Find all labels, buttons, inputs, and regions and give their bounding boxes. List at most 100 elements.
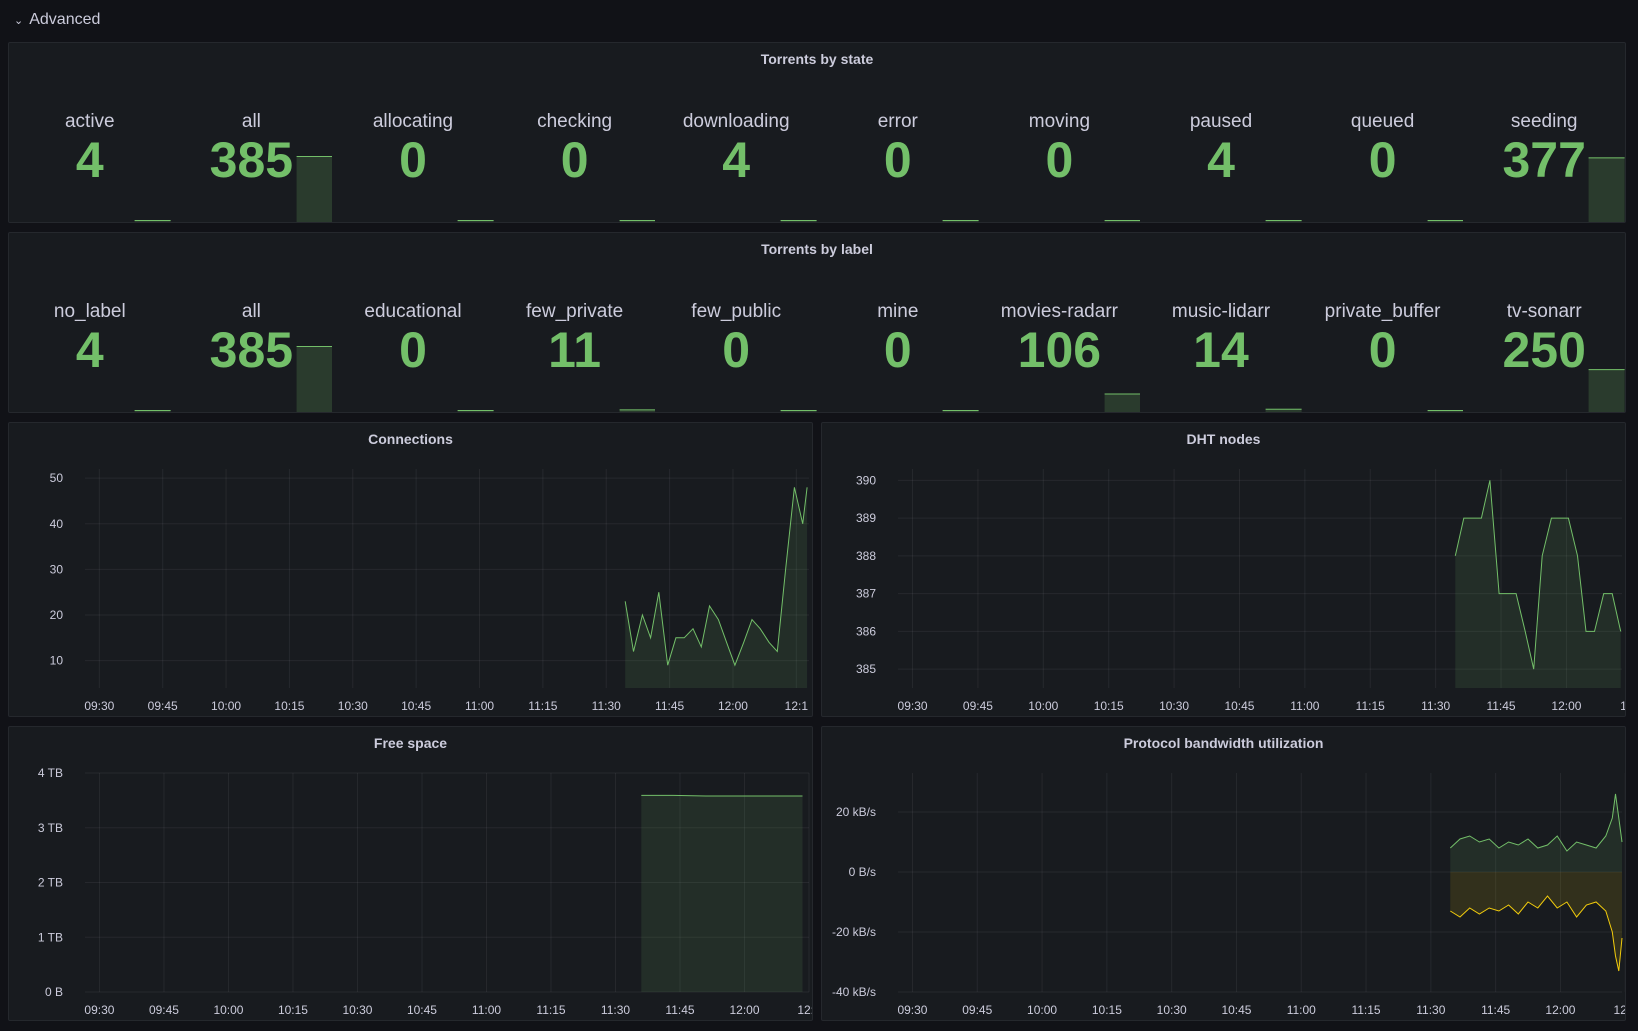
stat-allocating[interactable]: allocating 0: [332, 43, 494, 222]
stat-moving[interactable]: moving 0: [979, 43, 1141, 222]
stat-label: few_public: [691, 301, 782, 322]
sparkline-fill: [619, 409, 656, 412]
stat-label: moving: [1028, 111, 1091, 132]
stat-active[interactable]: active 4: [9, 43, 171, 222]
stat-value: 0: [883, 132, 912, 188]
stat-educational[interactable]: educational 0: [332, 233, 494, 412]
stat-tv-sonarr[interactable]: tv-sonarr 250: [1463, 233, 1625, 412]
stat-music-lidarr[interactable]: music-lidarr 14: [1140, 233, 1302, 412]
stat-label: tv-sonarr: [1506, 301, 1582, 322]
stat-queued[interactable]: queued 0: [1302, 43, 1464, 222]
stat-mine[interactable]: mine 0: [817, 233, 979, 412]
x-tick-label: 11:00: [465, 699, 494, 713]
x-tick-label: 10:30: [1157, 1003, 1187, 1017]
stat-label: active: [64, 111, 115, 132]
stat-sparkline: [780, 220, 817, 222]
stat-label: mine: [877, 301, 919, 322]
stat-label: no_label: [53, 301, 126, 322]
stat-value: 385: [209, 322, 294, 378]
stat-value: 0: [1368, 132, 1397, 188]
stat-sparkline: [457, 220, 494, 222]
x-tick-label: 11:45: [655, 699, 684, 713]
stat-sparkline: [1427, 220, 1464, 222]
connections-chart[interactable]: 09:30 09:45 10:00 10:15 10:30 10:45 11:00 11:15…: [9, 423, 813, 717]
stat-sparkline: [1104, 220, 1141, 222]
stat-movies-radarr[interactable]: movies-radarr 106: [979, 233, 1141, 412]
stat-value: 385: [209, 132, 294, 188]
panel-title[interactable]: Protocol bandwidth utilization: [1123, 735, 1324, 751]
panel-title[interactable]: Torrents by state: [760, 51, 874, 67]
panel-title[interactable]: Torrents by label: [761, 241, 873, 257]
stat-checking[interactable]: checking 0: [494, 43, 656, 222]
stat-sparkline: [1104, 393, 1141, 412]
x-tick-label: 10:00: [1027, 1003, 1057, 1017]
chevron-down-icon: ⌄: [14, 14, 24, 27]
x-tick-label: 11:15: [528, 699, 557, 713]
y-tick-label: 3 TB: [38, 821, 63, 835]
stat-few_public[interactable]: few_public 0: [655, 233, 817, 412]
stat-few_private[interactable]: few_private 11: [494, 233, 656, 412]
x-tick-label: 09:30: [897, 1003, 927, 1017]
x-tick-label: 11:15: [1356, 699, 1385, 713]
panel-title[interactable]: Connections: [368, 431, 453, 447]
stat-label: few_private: [526, 301, 624, 322]
x-tick-label: 09:45: [963, 699, 993, 713]
panel-title[interactable]: Free space: [373, 735, 448, 751]
x-tick-label: 10:00: [1028, 699, 1058, 713]
x-tick-label: 12:00: [718, 699, 748, 713]
stat-all[interactable]: all 385: [171, 233, 333, 412]
stat-value: 0: [560, 132, 589, 188]
stat-label: all: [241, 111, 261, 132]
sparkline-fill: [1588, 157, 1625, 222]
series-area: [1455, 480, 1621, 688]
stat-value: 0: [1045, 132, 1074, 188]
stat-sparkline: [134, 410, 171, 412]
dht-nodes-panel: DHT nodes 09:30 09:45 10:00 10:15 10:30 10:45…: [821, 422, 1626, 717]
x-tick-label: 11:45: [665, 1003, 694, 1017]
x-tick-label: 11:45: [1486, 699, 1515, 713]
row-title: Advanced: [29, 11, 101, 28]
sparkline-fill: [1104, 393, 1141, 412]
stat-downloading[interactable]: downloading 4: [655, 43, 817, 222]
x-tick-label: 12:00: [729, 1003, 759, 1017]
stat-paused[interactable]: paused 4: [1140, 43, 1302, 222]
x-tick-label: 10:30: [1159, 699, 1189, 713]
y-tick-label: 2 TB: [38, 876, 63, 890]
stat-private_buffer[interactable]: private_buffer 0: [1302, 233, 1464, 412]
y-tick-label: 20: [50, 608, 64, 622]
x-tick-label: 11:00: [1287, 1003, 1316, 1017]
stat-label: educational: [364, 301, 462, 322]
y-tick-label: 1 TB: [38, 930, 63, 944]
protocol-bandwidth-chart[interactable]: 09:30 09:45 10:00 10:15 10:30 10:45 11:00 11:15…: [822, 727, 1626, 1021]
x-tick-label: 10:45: [407, 1003, 437, 1017]
x-tick-label: 11:00: [472, 1003, 501, 1017]
y-tick-label: 50: [50, 471, 64, 485]
stat-error[interactable]: error 0: [817, 43, 979, 222]
dht-nodes-chart[interactable]: 09:30 09:45 10:00 10:15 10:30 10:45 11:00 11:15…: [822, 423, 1626, 717]
y-tick-label: 0 B/s: [849, 865, 876, 879]
x-tick-label: 10:15: [1094, 699, 1124, 713]
x-tick-label: 09:30: [898, 699, 928, 713]
stat-all[interactable]: all 385: [171, 43, 333, 222]
x-tick-label: 11:00: [1290, 699, 1319, 713]
series-line: [641, 794, 803, 797]
stat-label: checking: [537, 111, 613, 132]
series-line: [1450, 895, 1623, 972]
panel-title[interactable]: DHT nodes: [1186, 431, 1261, 447]
stat-no_label[interactable]: no_label 4: [9, 233, 171, 412]
x-tick-label: 10:45: [1221, 1003, 1251, 1017]
series-line: [1449, 793, 1623, 852]
stat-label: paused: [1189, 111, 1253, 132]
y-tick-label: 387: [856, 587, 876, 601]
x-tick-label: 12:1: [1614, 1003, 1626, 1017]
x-tick-label: 12:00: [1545, 1003, 1575, 1017]
stat-value: 4: [75, 322, 104, 378]
row-toggle-advanced[interactable]: ⌄ Advanced: [14, 8, 100, 32]
x-tick-label: 10:45: [401, 699, 431, 713]
stat-label: music-lidarr: [1171, 301, 1271, 322]
stat-seeding[interactable]: seeding 377: [1463, 43, 1625, 222]
stat-value: 377: [1502, 132, 1586, 188]
x-tick-label: 09:30: [84, 1003, 114, 1017]
stat-value: 14: [1193, 322, 1249, 378]
free-space-chart[interactable]: 09:30 09:45 10:00 10:15 10:30 10:45 11:00 11:15…: [9, 727, 813, 1021]
